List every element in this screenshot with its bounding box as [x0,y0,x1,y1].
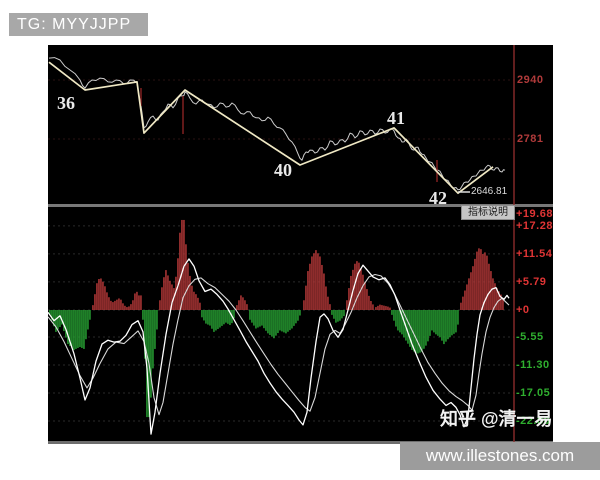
tg-badge: TG: MYYJJPP [9,13,148,36]
last-price-label: 2646.81 [471,186,508,197]
site-watermark-text: www.illestones.com [425,446,575,465]
indicator-help-button[interactable]: 指标说明 [461,205,515,220]
zhihu-watermark: 知乎 @清一易 [440,409,553,429]
site-watermark-bar: www.illestones.com [400,442,600,470]
